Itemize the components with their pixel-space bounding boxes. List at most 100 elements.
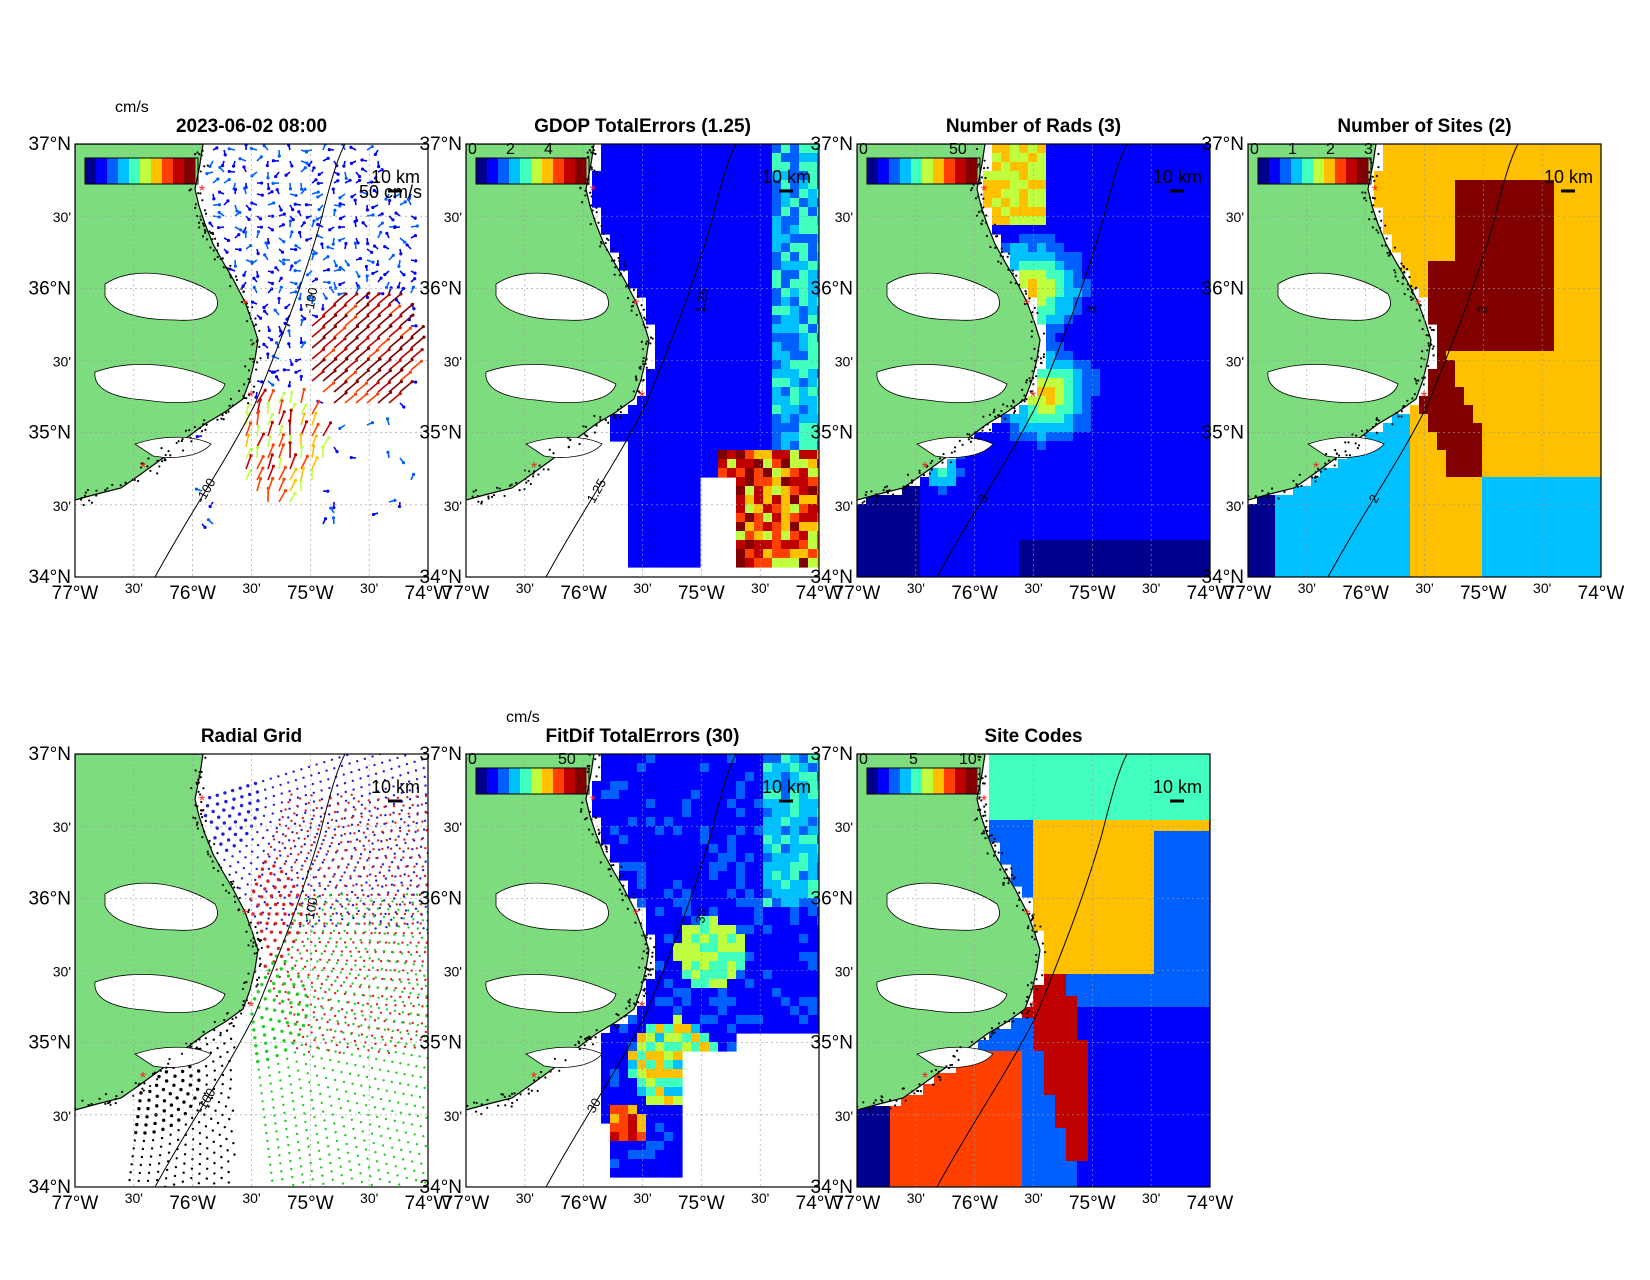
radial-point bbox=[305, 803, 307, 805]
radial-point bbox=[387, 846, 389, 848]
radial-point bbox=[235, 871, 237, 873]
radial-point bbox=[370, 894, 372, 896]
radial-point bbox=[306, 960, 308, 962]
radial-point bbox=[319, 885, 321, 887]
radial-point bbox=[349, 973, 351, 975]
radial-point bbox=[146, 1107, 149, 1110]
radial-point bbox=[364, 931, 366, 933]
radial-point bbox=[384, 1044, 386, 1046]
radial-point bbox=[413, 761, 415, 763]
radial-point bbox=[380, 913, 382, 915]
radial-point bbox=[256, 1060, 259, 1063]
radial-point bbox=[226, 1149, 228, 1151]
x-tick-label: 30' bbox=[907, 580, 925, 596]
radial-point bbox=[363, 1065, 365, 1067]
radial-point bbox=[208, 796, 211, 799]
radial-point bbox=[318, 937, 320, 939]
radial-point bbox=[374, 1106, 376, 1108]
radial-point bbox=[270, 778, 272, 780]
radial-point bbox=[358, 875, 360, 877]
radial-point bbox=[288, 839, 290, 841]
radial-point bbox=[396, 1129, 398, 1131]
radial-point bbox=[265, 927, 267, 929]
radial-point bbox=[265, 1050, 268, 1053]
radial-point bbox=[349, 1109, 351, 1111]
radial-point bbox=[407, 824, 409, 826]
radial-point bbox=[418, 1055, 420, 1057]
radial-point bbox=[366, 859, 368, 861]
map-area: -100-100**** bbox=[69, 752, 430, 1188]
radial-point bbox=[393, 1020, 395, 1022]
radial-point bbox=[199, 1143, 201, 1145]
radial-point bbox=[257, 921, 260, 924]
x-tick-label: 30' bbox=[242, 1190, 260, 1206]
radial-point bbox=[296, 1133, 298, 1135]
radial-point bbox=[269, 821, 271, 823]
radial-point bbox=[272, 1106, 274, 1108]
radial-point bbox=[399, 903, 401, 905]
radial-point bbox=[310, 1003, 312, 1005]
radial-point bbox=[360, 812, 362, 814]
radial-point bbox=[403, 1052, 405, 1054]
radial-point bbox=[407, 847, 409, 849]
radial-point bbox=[368, 1026, 370, 1028]
radial-point bbox=[344, 1016, 346, 1018]
radial-point bbox=[281, 1096, 283, 1098]
radial-point bbox=[277, 1146, 279, 1148]
radial-point bbox=[379, 941, 381, 943]
radial-point bbox=[246, 784, 249, 787]
radial-point bbox=[177, 1108, 180, 1111]
y-tick-label: 37°N bbox=[811, 744, 853, 765]
radial-point bbox=[419, 856, 421, 858]
radial-point bbox=[170, 1124, 173, 1127]
radial-point bbox=[246, 883, 248, 885]
radial-point bbox=[351, 1009, 353, 1011]
radial-point bbox=[308, 1051, 310, 1053]
radial-point bbox=[334, 1015, 336, 1017]
radial-point bbox=[339, 903, 341, 905]
radial-point bbox=[381, 1036, 383, 1038]
radial-point bbox=[394, 1091, 396, 1093]
radial-point bbox=[272, 835, 274, 837]
radial-point bbox=[399, 827, 401, 829]
radial-point bbox=[290, 879, 292, 881]
radial-point bbox=[189, 1083, 192, 1086]
radial-point bbox=[330, 1170, 332, 1172]
radial-point bbox=[389, 813, 391, 815]
x-tick-label: 30' bbox=[1024, 580, 1042, 596]
y-tick-label: 30' bbox=[835, 819, 853, 835]
radial-point bbox=[387, 891, 389, 893]
radial-point bbox=[206, 1136, 208, 1138]
radial-point bbox=[411, 894, 413, 896]
radial-point bbox=[336, 976, 338, 978]
radial-point bbox=[299, 824, 301, 826]
radial-point bbox=[353, 869, 355, 871]
radial-point bbox=[411, 915, 413, 917]
radial-point bbox=[364, 758, 366, 760]
radial-point bbox=[391, 1061, 393, 1063]
radial-point bbox=[322, 932, 324, 934]
radial-point bbox=[421, 937, 423, 939]
radial-point bbox=[244, 856, 246, 858]
radial-point bbox=[417, 993, 419, 995]
radial-point bbox=[421, 820, 423, 822]
x-tick-label: 30' bbox=[1142, 1190, 1160, 1206]
radial-point bbox=[276, 995, 278, 997]
radial-point bbox=[388, 1100, 390, 1102]
colorbar-segment bbox=[162, 158, 174, 184]
radial-point bbox=[283, 960, 286, 963]
radial-point bbox=[423, 767, 425, 769]
radial-point bbox=[274, 1045, 277, 1048]
radial-point bbox=[318, 1084, 320, 1086]
radial-point bbox=[260, 885, 262, 887]
radial-point bbox=[231, 789, 234, 792]
radial-point bbox=[358, 1163, 360, 1165]
radial-point bbox=[269, 953, 272, 956]
radial-point bbox=[361, 795, 363, 797]
radial-point bbox=[211, 810, 214, 813]
radial-point bbox=[288, 894, 291, 897]
radial-point bbox=[321, 1174, 323, 1176]
radial-point bbox=[306, 1035, 308, 1037]
radial-point bbox=[334, 1131, 336, 1133]
radial-point bbox=[310, 1026, 312, 1028]
